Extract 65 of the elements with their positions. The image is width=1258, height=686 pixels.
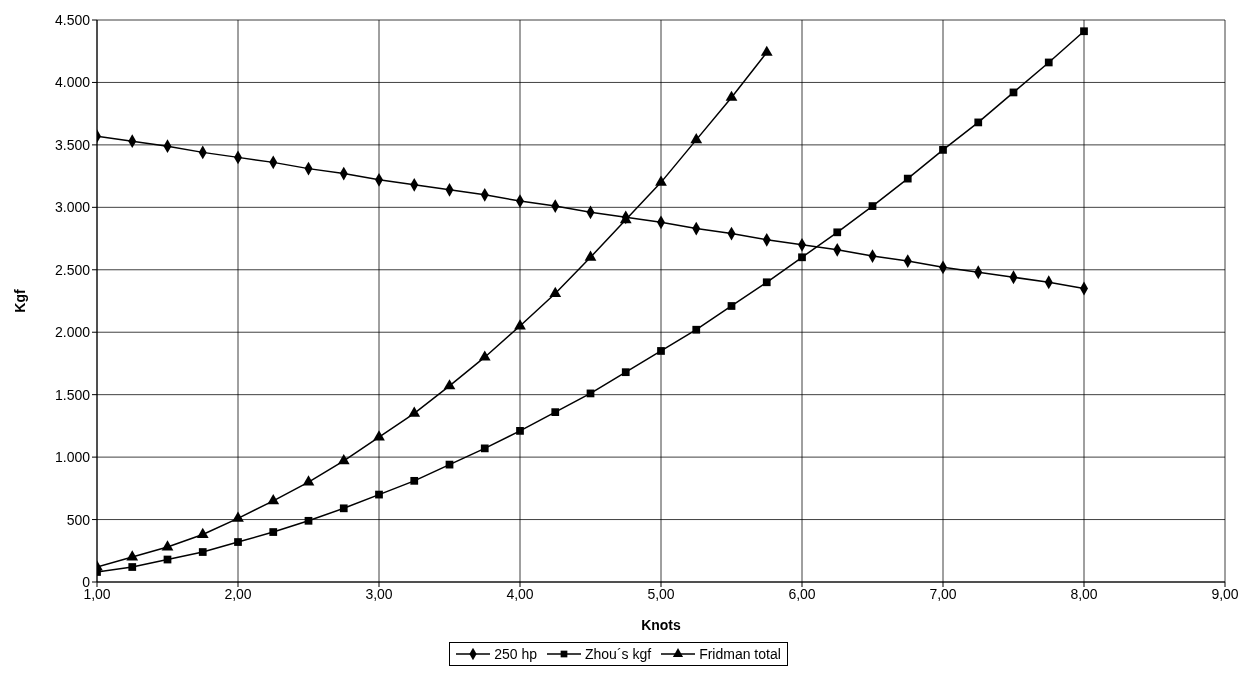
point — [549, 286, 562, 297]
x-tick-label: 9,00 — [1211, 585, 1239, 602]
point — [234, 538, 242, 546]
point — [760, 45, 773, 56]
legend-label: Fridman total — [699, 646, 781, 662]
point — [196, 527, 209, 538]
y-tick-label: 2.500 — [54, 261, 91, 278]
x-tick-label: 7,00 — [929, 585, 957, 602]
point — [126, 550, 139, 561]
point — [304, 516, 313, 525]
point — [551, 408, 560, 417]
point — [128, 563, 137, 571]
y-tick-label: 1.500 — [54, 386, 91, 403]
point — [833, 228, 842, 237]
x-tick-label: 3,00 — [365, 585, 393, 602]
point — [657, 347, 665, 355]
point — [161, 540, 174, 551]
point — [410, 476, 419, 485]
point — [408, 406, 421, 417]
point — [655, 175, 667, 186]
point — [443, 379, 456, 390]
point — [373, 430, 385, 441]
point — [762, 278, 771, 287]
point — [478, 350, 491, 361]
point — [375, 490, 383, 499]
point — [690, 133, 703, 144]
point — [339, 504, 348, 513]
point — [198, 548, 207, 556]
x-tick-label: 8,00 — [1070, 585, 1098, 602]
x-axis-title: Knots — [641, 617, 682, 633]
point — [267, 494, 280, 505]
point — [337, 454, 350, 465]
x-tick-label: 5,00 — [647, 585, 675, 602]
x-tick-label: 2,00 — [224, 585, 252, 602]
point — [725, 90, 738, 101]
point — [584, 250, 597, 261]
point — [692, 325, 701, 334]
legend-label: 250 hp — [494, 646, 537, 662]
point — [514, 319, 526, 330]
legend-label: Zhou´s kgf — [584, 646, 652, 662]
y-tick-label: 1.000 — [54, 449, 91, 466]
y-tick-label: 3.000 — [54, 199, 91, 216]
y-tick-label: 4.000 — [54, 74, 91, 91]
x-tick-label: 4,00 — [506, 585, 534, 602]
point — [516, 427, 524, 435]
point — [269, 528, 278, 536]
point — [621, 368, 630, 377]
point — [939, 146, 947, 154]
point — [798, 253, 806, 262]
point — [974, 118, 983, 127]
y-axis-title: Kgf — [11, 289, 28, 313]
point — [302, 475, 315, 486]
point — [903, 174, 912, 183]
x-tick-label: 6,00 — [788, 585, 816, 602]
point — [868, 202, 877, 210]
point — [727, 302, 736, 310]
y-tick-label: 500 — [66, 511, 91, 528]
y-tick-label: 4.500 — [54, 11, 91, 28]
y-tick-label: 3.500 — [54, 136, 91, 153]
y-tick-label: 0 — [82, 573, 91, 590]
point — [1044, 58, 1053, 67]
point — [480, 444, 489, 453]
y-tick-label: 2.000 — [54, 324, 91, 341]
point — [232, 511, 244, 522]
point — [1080, 27, 1088, 36]
